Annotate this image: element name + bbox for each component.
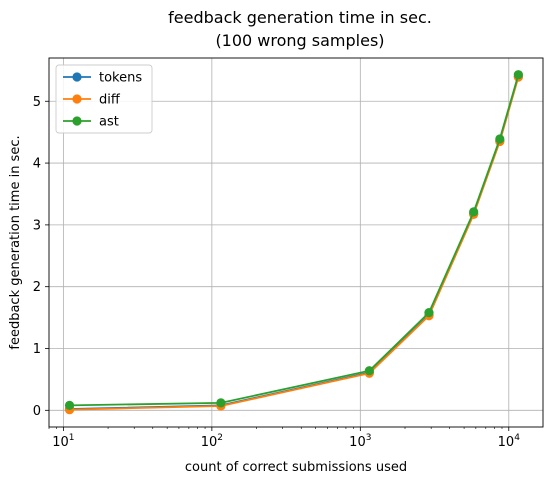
legend-label-tokens: tokens — [99, 71, 142, 86]
data-point-ast — [424, 308, 434, 318]
legend-label-diff: diff — [99, 93, 121, 108]
chart-title: feedback generation time in sec. (100 wr… — [168, 8, 432, 50]
x-axis-ticks: 101 102 103 104 — [48, 427, 521, 450]
y-tick-label: 2 — [33, 280, 41, 295]
chart-title-line-1: feedback generation time in sec. — [168, 8, 432, 27]
data-point-ast — [469, 207, 479, 217]
y-tick-label: 3 — [33, 218, 41, 233]
data-point-ast — [495, 134, 505, 144]
x-tick-label: 102 — [201, 433, 223, 450]
grid-lines — [49, 58, 543, 427]
y-tick-label: 0 — [33, 404, 41, 419]
x-tick-label: 101 — [52, 433, 74, 450]
y-axis-ticks: 0 1 2 3 4 5 — [33, 95, 49, 419]
chart-title-line-2: (100 wrong samples) — [215, 31, 384, 50]
y-tick-label: 5 — [33, 95, 41, 110]
legend-label-ast: ast — [99, 115, 119, 130]
x-tick-label: 104 — [498, 433, 521, 450]
data-series — [64, 70, 523, 415]
y-axis-label: feedback generation time in sec. — [8, 135, 23, 349]
data-point-ast — [513, 70, 523, 80]
legend-marker-diff — [72, 94, 82, 104]
legend-marker-ast — [72, 116, 82, 126]
x-tick-label: 103 — [349, 433, 371, 450]
legend: tokens diff ast — [55, 64, 153, 134]
x-axis-label: count of correct submissions used — [185, 460, 407, 475]
y-tick-label: 4 — [33, 157, 41, 172]
data-point-ast — [364, 366, 374, 376]
data-point-ast — [64, 400, 75, 410]
y-tick-label: 1 — [33, 342, 41, 357]
legend-box — [55, 64, 153, 134]
plot-frame — [48, 57, 544, 428]
legend-marker-tokens — [72, 72, 82, 82]
data-point-ast — [216, 398, 226, 408]
